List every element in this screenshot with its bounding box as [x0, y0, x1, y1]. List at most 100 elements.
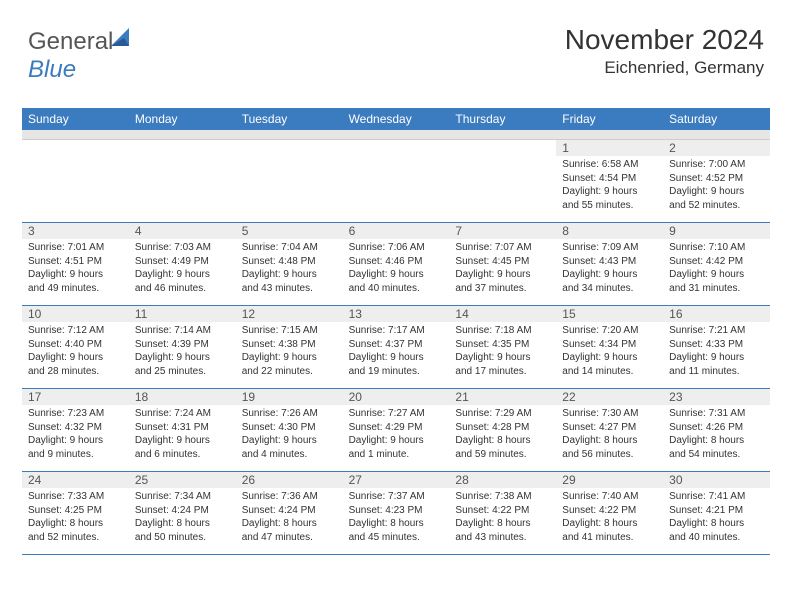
day-cell: 19Sunrise: 7:26 AMSunset: 4:30 PMDayligh…	[236, 389, 343, 471]
logo: General Blue	[28, 28, 133, 84]
day-cell: 4Sunrise: 7:03 AMSunset: 4:49 PMDaylight…	[129, 223, 236, 305]
info-line-sr: Sunrise: 7:26 AM	[242, 407, 339, 421]
info-line-sr: Sunrise: 7:10 AM	[669, 241, 766, 255]
info-line-dl2: and 4 minutes.	[242, 448, 339, 462]
daynum-row: 12	[236, 306, 343, 322]
info-line-sr: Sunrise: 7:27 AM	[349, 407, 446, 421]
day-cell: 9Sunrise: 7:10 AMSunset: 4:42 PMDaylight…	[663, 223, 770, 305]
info-line-dl1: Daylight: 9 hours	[562, 351, 659, 365]
day-cell: 20Sunrise: 7:27 AMSunset: 4:29 PMDayligh…	[343, 389, 450, 471]
day-number: 5	[236, 223, 343, 238]
weeks-grid: 1Sunrise: 6:58 AMSunset: 4:54 PMDaylight…	[22, 140, 770, 555]
info-line-dl2: and 55 minutes.	[562, 199, 659, 213]
info-line-dl2: and 49 minutes.	[28, 282, 125, 296]
day-info: Sunrise: 7:17 AMSunset: 4:37 PMDaylight:…	[343, 322, 450, 382]
day-cell: 14Sunrise: 7:18 AMSunset: 4:35 PMDayligh…	[449, 306, 556, 388]
daynum-row: 23	[663, 389, 770, 405]
info-line-dl1: Daylight: 9 hours	[242, 351, 339, 365]
day-cell: 18Sunrise: 7:24 AMSunset: 4:31 PMDayligh…	[129, 389, 236, 471]
info-line-ss: Sunset: 4:21 PM	[669, 504, 766, 518]
info-line-sr: Sunrise: 7:36 AM	[242, 490, 339, 504]
day-number: 13	[343, 306, 450, 321]
day-cell: 27Sunrise: 7:37 AMSunset: 4:23 PMDayligh…	[343, 472, 450, 554]
info-line-dl2: and 41 minutes.	[562, 531, 659, 545]
day-number: 24	[22, 472, 129, 487]
day-number: 3	[22, 223, 129, 238]
daynum-row: 21	[449, 389, 556, 405]
day-cell: 7Sunrise: 7:07 AMSunset: 4:45 PMDaylight…	[449, 223, 556, 305]
day-info: Sunrise: 7:26 AMSunset: 4:30 PMDaylight:…	[236, 405, 343, 465]
day-cell: 30Sunrise: 7:41 AMSunset: 4:21 PMDayligh…	[663, 472, 770, 554]
daynum-row: 7	[449, 223, 556, 239]
info-line-ss: Sunset: 4:22 PM	[562, 504, 659, 518]
day-header: Tuesday	[236, 108, 343, 130]
info-line-ss: Sunset: 4:22 PM	[455, 504, 552, 518]
day-number: 4	[129, 223, 236, 238]
day-number: 17	[22, 389, 129, 404]
day-info: Sunrise: 7:37 AMSunset: 4:23 PMDaylight:…	[343, 488, 450, 548]
daynum-row: 19	[236, 389, 343, 405]
day-cell: 26Sunrise: 7:36 AMSunset: 4:24 PMDayligh…	[236, 472, 343, 554]
info-line-dl1: Daylight: 9 hours	[455, 268, 552, 282]
info-line-sr: Sunrise: 7:29 AM	[455, 407, 552, 421]
logo-text-2: Blue	[28, 56, 76, 83]
day-cell: 24Sunrise: 7:33 AMSunset: 4:25 PMDayligh…	[22, 472, 129, 554]
info-line-ss: Sunset: 4:48 PM	[242, 255, 339, 269]
daynum-row: 27	[343, 472, 450, 488]
day-number: 16	[663, 306, 770, 321]
daynum-row: 17	[22, 389, 129, 405]
info-line-ss: Sunset: 4:26 PM	[669, 421, 766, 435]
info-line-sr: Sunrise: 7:24 AM	[135, 407, 232, 421]
info-line-sr: Sunrise: 7:38 AM	[455, 490, 552, 504]
day-header: Sunday	[22, 108, 129, 130]
info-line-sr: Sunrise: 7:34 AM	[135, 490, 232, 504]
day-number: 30	[663, 472, 770, 487]
day-cell	[449, 140, 556, 222]
info-line-ss: Sunset: 4:31 PM	[135, 421, 232, 435]
day-info: Sunrise: 7:33 AMSunset: 4:25 PMDaylight:…	[22, 488, 129, 548]
daynum-row: 16	[663, 306, 770, 322]
info-line-sr: Sunrise: 7:31 AM	[669, 407, 766, 421]
day-number: 7	[449, 223, 556, 238]
info-line-sr: Sunrise: 7:23 AM	[28, 407, 125, 421]
day-info: Sunrise: 7:34 AMSunset: 4:24 PMDaylight:…	[129, 488, 236, 548]
info-line-sr: Sunrise: 7:09 AM	[562, 241, 659, 255]
day-cell: 6Sunrise: 7:06 AMSunset: 4:46 PMDaylight…	[343, 223, 450, 305]
info-line-dl1: Daylight: 8 hours	[669, 517, 766, 531]
info-line-dl2: and 11 minutes.	[669, 365, 766, 379]
info-line-ss: Sunset: 4:25 PM	[28, 504, 125, 518]
info-line-sr: Sunrise: 7:33 AM	[28, 490, 125, 504]
info-line-dl1: Daylight: 9 hours	[562, 268, 659, 282]
info-line-ss: Sunset: 4:37 PM	[349, 338, 446, 352]
day-cell: 22Sunrise: 7:30 AMSunset: 4:27 PMDayligh…	[556, 389, 663, 471]
week-row: 17Sunrise: 7:23 AMSunset: 4:32 PMDayligh…	[22, 389, 770, 472]
day-header: Monday	[129, 108, 236, 130]
info-line-sr: Sunrise: 7:17 AM	[349, 324, 446, 338]
week-row: 1Sunrise: 6:58 AMSunset: 4:54 PMDaylight…	[22, 140, 770, 223]
daynum-row	[449, 140, 556, 156]
info-line-ss: Sunset: 4:33 PM	[669, 338, 766, 352]
day-cell: 28Sunrise: 7:38 AMSunset: 4:22 PMDayligh…	[449, 472, 556, 554]
day-info: Sunrise: 7:06 AMSunset: 4:46 PMDaylight:…	[343, 239, 450, 299]
day-number: 23	[663, 389, 770, 404]
day-info: Sunrise: 7:24 AMSunset: 4:31 PMDaylight:…	[129, 405, 236, 465]
daynum-row: 1	[556, 140, 663, 156]
info-line-sr: Sunrise: 6:58 AM	[562, 158, 659, 172]
info-line-dl2: and 50 minutes.	[135, 531, 232, 545]
daynum-row: 22	[556, 389, 663, 405]
day-info: Sunrise: 7:18 AMSunset: 4:35 PMDaylight:…	[449, 322, 556, 382]
info-line-ss: Sunset: 4:39 PM	[135, 338, 232, 352]
info-line-dl2: and 37 minutes.	[455, 282, 552, 296]
info-line-dl1: Daylight: 9 hours	[669, 351, 766, 365]
day-info: Sunrise: 6:58 AMSunset: 4:54 PMDaylight:…	[556, 156, 663, 216]
day-cell: 21Sunrise: 7:29 AMSunset: 4:28 PMDayligh…	[449, 389, 556, 471]
day-cell: 2Sunrise: 7:00 AMSunset: 4:52 PMDaylight…	[663, 140, 770, 222]
daynum-row: 29	[556, 472, 663, 488]
info-line-ss: Sunset: 4:28 PM	[455, 421, 552, 435]
day-header: Friday	[556, 108, 663, 130]
day-number: 9	[663, 223, 770, 238]
info-line-ss: Sunset: 4:49 PM	[135, 255, 232, 269]
info-line-ss: Sunset: 4:30 PM	[242, 421, 339, 435]
info-line-dl1: Daylight: 9 hours	[135, 434, 232, 448]
info-line-dl1: Daylight: 9 hours	[135, 268, 232, 282]
